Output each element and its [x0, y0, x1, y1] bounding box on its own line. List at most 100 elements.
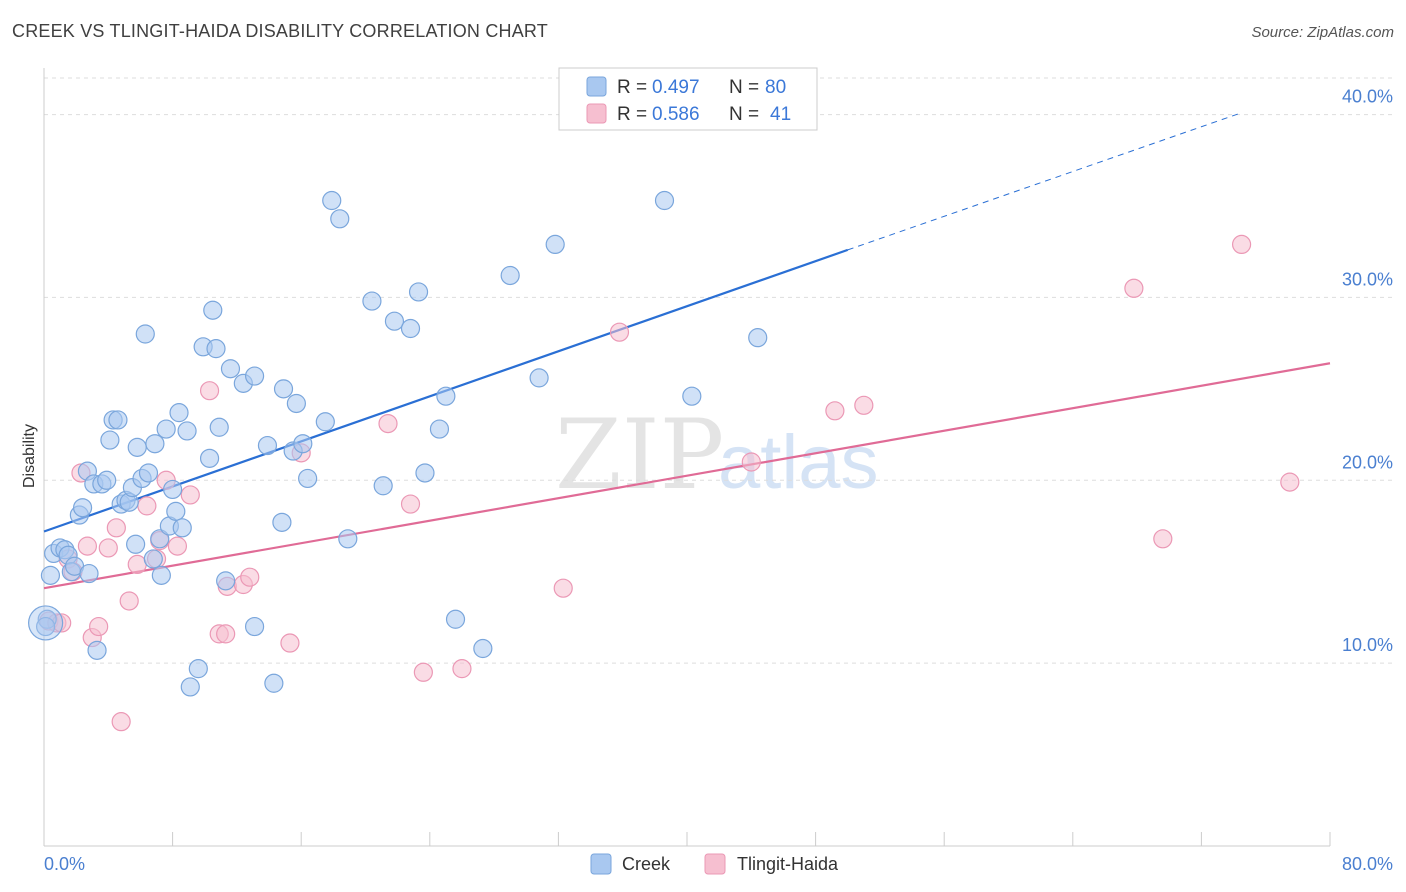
- creek-point: [206, 339, 226, 359]
- creek-point: [315, 412, 335, 432]
- legend-bottom-creek-swatch: [590, 853, 612, 875]
- axes: [43, 68, 1331, 847]
- creek-point: [384, 311, 405, 331]
- creek-point: [163, 479, 183, 500]
- creek-point: [145, 434, 165, 454]
- creek-point: [286, 393, 306, 414]
- creek-point: [172, 518, 192, 538]
- creek-point: [500, 265, 520, 286]
- creek-point: [244, 366, 265, 386]
- trend-lines: [43, 112, 1331, 590]
- creek-point: [97, 470, 117, 490]
- tlingit-haida-point: [98, 538, 118, 558]
- legend-row-creek: R = 0.497 N = 80: [617, 77, 786, 98]
- creek-point: [40, 565, 61, 585]
- creek-point: [415, 463, 435, 483]
- chart-title: CREEK VS TLINGIT-HAIDA DISABILITY CORREL…: [12, 21, 548, 41]
- creek-point: [272, 512, 292, 532]
- legend-creek-r-value: 0.497: [652, 77, 700, 98]
- tlingit-haida-point: [1280, 472, 1300, 492]
- creek-point: [257, 435, 278, 456]
- creek-point: [748, 328, 768, 348]
- creek-point: [445, 609, 466, 629]
- tlingit-haida-point: [400, 494, 421, 514]
- creek-trend-extension: [847, 112, 1242, 251]
- creek-point: [151, 565, 171, 585]
- legend-row-tlingit: R = 0.586 N = 41: [617, 104, 791, 125]
- source-credit: Source: ZipAtlas.com: [1251, 24, 1394, 41]
- creek-point: [166, 501, 186, 521]
- tlingit-haida-point: [111, 712, 131, 732]
- tlingit-haida-point: [216, 624, 236, 644]
- y-axis-title: Disability: [21, 424, 38, 488]
- creek-point: [143, 549, 163, 569]
- tlingit-haida-trend-line: [43, 362, 1331, 590]
- x-tick-label: 80.0%: [1342, 854, 1393, 874]
- creek-point: [338, 529, 358, 549]
- legend-bottom-creek-label: Creek: [622, 854, 671, 874]
- creek-point: [87, 640, 107, 660]
- creek-point: [150, 529, 170, 549]
- creek-point: [293, 434, 313, 454]
- creek-point: [100, 430, 120, 450]
- creek-point: [135, 324, 155, 344]
- legend-tlingit-swatch: [586, 103, 607, 124]
- creek-point: [244, 616, 265, 637]
- tlingit-haida-point: [854, 395, 874, 415]
- creek-point: [79, 563, 99, 584]
- creek-point: [138, 463, 159, 483]
- legend-tlingit-r-label: R =: [617, 104, 652, 125]
- legend-creek-r-label: R =: [617, 77, 652, 98]
- legend-bottom-tlingit-label: Tlingit-Haida: [737, 854, 839, 874]
- tlingit-haida-point: [167, 536, 188, 556]
- tlingit-haida-point: [280, 633, 300, 653]
- x-tick-label: 0.0%: [44, 854, 85, 874]
- creek-point: [180, 677, 200, 697]
- tlingit-haida-point: [77, 536, 98, 556]
- creek-point-large: [28, 605, 64, 641]
- tick-labels: 10.0% 20.0% 30.0% 40.0% 0.0% 80.0%: [44, 87, 1393, 874]
- watermark: ZIP atlas: [555, 399, 879, 511]
- tlingit-haida-point: [127, 554, 147, 575]
- tlingit-haida-point: [199, 381, 220, 401]
- tlingit-haida-point: [553, 578, 573, 598]
- tlingit-haida-point: [180, 485, 200, 505]
- creek-point: [72, 498, 93, 518]
- legend-tlingit-n-value: 41: [770, 104, 791, 125]
- tlingit-haida-point: [106, 518, 126, 538]
- creek-point: [330, 209, 350, 229]
- tlingit-haida-point: [1231, 234, 1252, 254]
- creek-point: [216, 571, 236, 591]
- data-points: [28, 190, 1300, 732]
- creek-point: [322, 190, 342, 211]
- creek-point: [203, 300, 223, 320]
- creek-point: [169, 403, 189, 423]
- tlingit-haida-point: [378, 414, 398, 434]
- creek-point: [408, 282, 429, 302]
- tlingit-haida-point: [609, 322, 630, 342]
- creek-point: [199, 448, 220, 468]
- creek-point: [429, 419, 450, 439]
- y-tick-label: 30.0%: [1342, 269, 1393, 289]
- legend-stats: R = 0.497 N = 80 R = 0.586 N = 41: [558, 67, 818, 131]
- tlingit-haida-point: [741, 452, 761, 472]
- creek-point: [36, 616, 56, 637]
- creek-point: [127, 437, 147, 457]
- tlingit-haida-point: [1124, 278, 1144, 298]
- creek-point: [209, 417, 229, 437]
- tlingit-haida-point: [89, 616, 109, 637]
- tlingit-haida-point: [1153, 529, 1173, 549]
- creek-point: [545, 234, 565, 254]
- creek-point: [473, 638, 493, 659]
- watermark-zip: ZIP: [555, 399, 724, 511]
- creek-point: [220, 359, 241, 379]
- creek-point: [188, 659, 208, 679]
- creek-point: [108, 410, 128, 430]
- legend-series: Creek Tlingit-Haida: [590, 853, 839, 875]
- creek-point: [362, 291, 382, 311]
- legend-creek-n-value: 80: [765, 77, 786, 98]
- y-tick-label: 10.0%: [1342, 635, 1393, 655]
- legend-creek-swatch: [586, 76, 607, 97]
- legend-bottom-tlingit-swatch: [704, 853, 726, 875]
